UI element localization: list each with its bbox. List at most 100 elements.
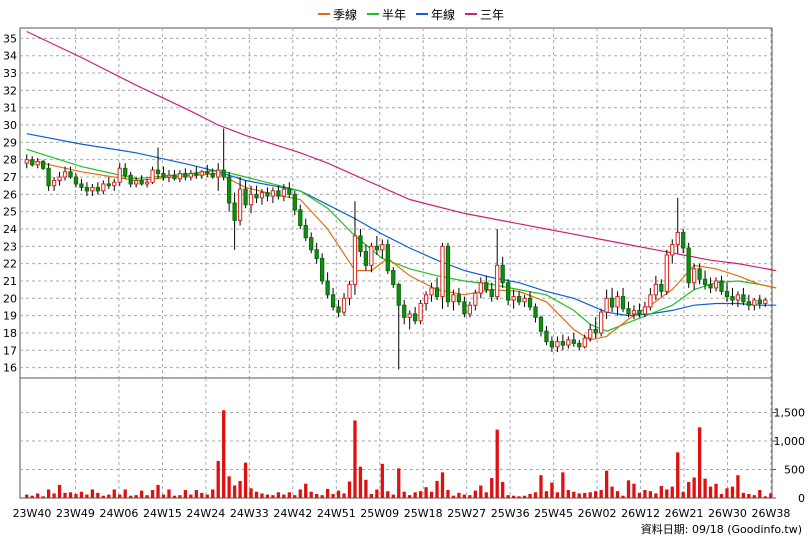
volume-bar	[325, 488, 330, 498]
volume-bar	[468, 495, 472, 498]
volume-bar	[249, 488, 253, 498]
candle	[205, 164, 210, 178]
candle	[188, 170, 193, 181]
legend-item-3year: 三年	[465, 6, 504, 23]
x-tick-label: 26W02	[578, 507, 617, 520]
candle	[697, 263, 702, 285]
candle	[380, 239, 385, 259]
candle	[692, 263, 697, 290]
candle	[90, 183, 95, 197]
candle	[500, 256, 505, 288]
candle	[84, 182, 90, 197]
candle-body	[735, 294, 741, 301]
price-tick-label: 18	[3, 327, 17, 340]
volume-bar	[30, 495, 34, 498]
price-tick-label: 24	[3, 223, 17, 236]
candle	[467, 301, 472, 318]
candle	[166, 170, 172, 183]
volume-bar	[161, 494, 166, 498]
candle	[35, 157, 40, 169]
candle-body	[418, 302, 423, 322]
price-tick-label: 32	[3, 84, 17, 97]
ma-quarter-line	[26, 159, 777, 341]
candle	[713, 277, 719, 292]
volume-bar	[353, 420, 357, 498]
candle-body	[516, 296, 522, 303]
price-tick-label: 21	[3, 275, 17, 288]
volume-bar	[687, 482, 691, 498]
candle	[106, 177, 111, 190]
volume-bar	[725, 488, 729, 498]
legend-item-halfyear: 半年	[367, 6, 406, 23]
volume-bar	[118, 494, 122, 498]
candle	[227, 171, 232, 212]
volume-bar	[112, 489, 116, 498]
candle	[232, 192, 237, 250]
volume-bar	[298, 489, 302, 498]
candle	[117, 163, 122, 186]
candle	[314, 242, 319, 264]
candle	[560, 334, 565, 351]
candle	[270, 187, 276, 203]
candle	[358, 228, 363, 257]
candle-body	[161, 173, 166, 178]
volume-bar	[41, 496, 45, 498]
candle	[292, 190, 297, 216]
candle	[730, 287, 735, 306]
volume-bar	[522, 495, 527, 498]
volume-bar	[418, 491, 423, 498]
candle	[741, 287, 746, 306]
volume-bar	[648, 491, 653, 498]
volume-bar	[506, 495, 510, 498]
candle-body	[702, 278, 708, 285]
volume-bar	[265, 494, 270, 498]
candle-body	[402, 304, 407, 318]
volume-bar	[473, 490, 477, 498]
x-axis: 23W40 23W49 24W06 24W15 24W24 24W33 24W42 24W51…	[13, 507, 791, 520]
candle	[79, 178, 84, 191]
candle-body	[270, 190, 276, 197]
volume-bar	[539, 475, 543, 498]
price-tick-label: 26	[3, 188, 17, 201]
volume-bar	[697, 427, 702, 498]
candle-body	[265, 192, 270, 197]
candle-body	[128, 174, 133, 185]
candle	[757, 294, 762, 309]
volume-bar	[211, 489, 215, 498]
candle-body	[456, 294, 462, 303]
volume-bar	[719, 494, 724, 498]
candle	[287, 182, 292, 198]
candle-body	[708, 283, 713, 289]
candle	[210, 168, 215, 179]
candle-body	[177, 173, 183, 180]
volume-bar	[36, 493, 40, 498]
candle-body	[724, 290, 730, 298]
volume-bar	[342, 493, 346, 498]
volume-bar	[528, 494, 532, 498]
candle-body	[615, 296, 620, 308]
candle	[73, 173, 79, 188]
candle-body	[172, 174, 177, 180]
candle-body	[298, 209, 303, 227]
candle-body	[385, 244, 390, 272]
candle-body	[341, 297, 347, 313]
legend-label-year: 年線	[431, 7, 456, 22]
price-tick-label: 16	[3, 362, 17, 375]
candle	[642, 301, 648, 318]
candle-body	[467, 304, 472, 315]
candle-body	[626, 308, 631, 315]
volume-bar	[583, 492, 587, 498]
volume-bar	[156, 484, 160, 498]
candle-body	[325, 280, 330, 296]
candle-body	[57, 176, 62, 181]
volume-bar	[479, 485, 483, 498]
candle-body	[194, 173, 199, 176]
x-tick-label: 25W45	[534, 507, 573, 520]
volume-bar	[178, 495, 182, 498]
candle-body	[609, 297, 615, 308]
chart-legend: 季線 半年 年線 三年	[318, 5, 514, 23]
candle	[194, 166, 199, 179]
volume-bar	[424, 487, 428, 498]
candle	[670, 239, 675, 264]
candle	[352, 201, 358, 295]
